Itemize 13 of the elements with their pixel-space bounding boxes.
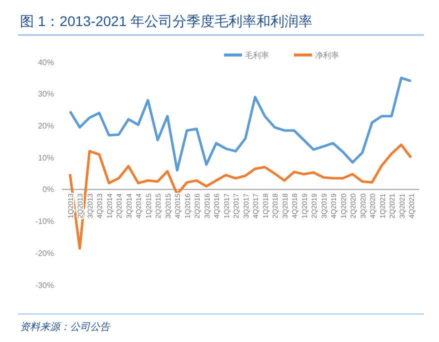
y-tick-label: -20% — [35, 248, 54, 258]
line-series — [68, 76, 412, 172]
y-tick-label: -10% — [35, 217, 54, 226]
y-tick-label: 0% — [42, 185, 54, 194]
y-tick-label: 40% — [38, 58, 54, 67]
y-tick-label: -30% — [35, 280, 54, 290]
y-tick-label: 30% — [38, 90, 54, 99]
chart-title: 图 1：2013-2021 年公司分季度毛利率和利润率 — [20, 13, 313, 29]
legend-label: 毛利率 — [245, 50, 269, 60]
y-tick-label: 10% — [38, 153, 54, 162]
text: 资料来源：公司公告 — [20, 321, 111, 333]
y-tick-label: 20% — [38, 122, 54, 131]
legend-label: 净利率 — [315, 50, 339, 60]
